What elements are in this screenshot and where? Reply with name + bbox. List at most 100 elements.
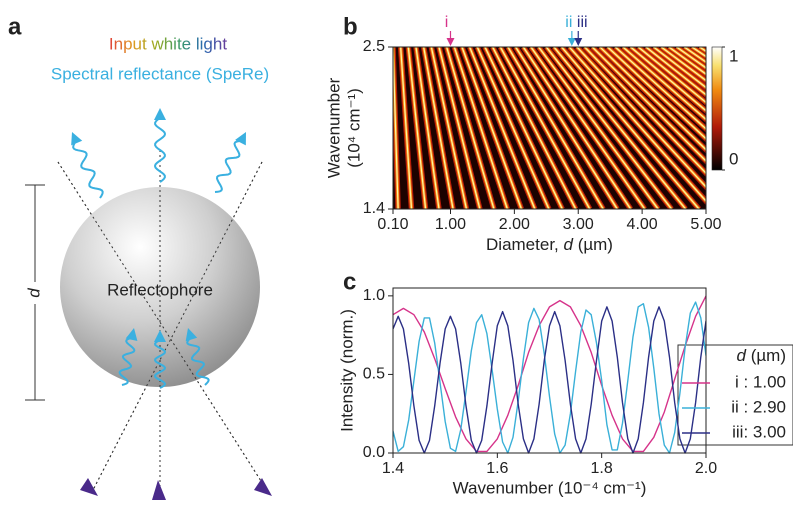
arrowhead: [125, 328, 138, 341]
ray-line: [57, 161, 269, 493]
y-tick-label: 0.0: [363, 444, 385, 461]
fringe-core: [507, 47, 604, 209]
fringe: [397, 47, 415, 209]
series-line: [393, 306, 706, 454]
y-tick-label: 2.5: [363, 38, 385, 55]
fringe: [405, 47, 429, 209]
marker-arrow: [574, 38, 583, 46]
fringe: [582, 47, 706, 178]
series-line: [393, 295, 706, 453]
fringe-core: [499, 47, 591, 209]
fringe-core: [645, 47, 706, 96]
fringe-core: [515, 47, 618, 209]
fringe-core: [484, 47, 563, 209]
fringe-core: [446, 47, 495, 209]
fringe-core: [614, 47, 706, 130]
fringe: [690, 47, 706, 60]
fringe-core: [415, 47, 440, 209]
y-tick-label: 0.5: [363, 366, 385, 383]
fringe: [420, 47, 456, 209]
fringe: [451, 47, 510, 209]
legend-label: iii: 3.00: [732, 422, 786, 441]
y-tick-label: 1.4: [363, 200, 385, 217]
fringe-core: [660, 47, 706, 82]
x-tick-label: 1.4: [382, 460, 404, 477]
marker-arrow: [446, 38, 455, 46]
fringe-core: [530, 47, 646, 209]
fringe: [644, 47, 706, 99]
x-axis-label: Diameter, d (µm): [486, 235, 613, 254]
fringe-mid: [691, 47, 706, 59]
fringe-core: [653, 47, 706, 89]
fringe-core: [637, 47, 706, 104]
light-wave: [214, 139, 242, 193]
light-wave: [72, 140, 104, 199]
y-tick-label: 1.0: [363, 287, 385, 304]
fringe-core: [630, 47, 706, 112]
fringe-core: [584, 47, 706, 175]
fringe: [528, 47, 647, 209]
x-tick-label: 1.00: [435, 216, 466, 233]
fringe-core: [561, 47, 700, 209]
colorbar: [711, 46, 723, 171]
fringe: [413, 47, 442, 209]
fringe: [444, 47, 497, 209]
fringe-core: [576, 47, 706, 188]
legend-label: i : 1.00: [735, 372, 786, 391]
legend-label: ii : 2.90: [731, 397, 786, 416]
x-axis-label-part: Diameter,: [486, 235, 563, 254]
marker-label: ii: [565, 14, 572, 31]
fringe-core: [538, 47, 659, 209]
dimension-gap: [27, 282, 43, 304]
light-wave: [186, 336, 210, 386]
fringe-core: [438, 47, 481, 209]
x-tick-label: 2.0: [695, 460, 717, 477]
fringe: [651, 47, 706, 91]
arrowhead: [185, 328, 198, 342]
fringe-core: [469, 47, 536, 209]
fringe: [393, 47, 401, 209]
fringe: [490, 47, 579, 209]
fringe-core: [691, 47, 706, 58]
fringe: [467, 47, 538, 209]
fringe-core: [430, 47, 468, 209]
marker-arrow: [567, 38, 576, 46]
y-axis-label: Wavenumber: [324, 77, 343, 178]
sphere-label: Reflectophore: [107, 280, 213, 299]
fringe-core: [568, 47, 706, 202]
arrowhead: [154, 108, 166, 120]
fringe: [428, 47, 470, 209]
fringe: [636, 47, 706, 106]
fringe-core: [423, 47, 454, 209]
y-axis-label: Intensity (norm.): [337, 309, 356, 432]
fringe-core: [476, 47, 550, 209]
panel-label: b: [343, 13, 358, 40]
arrowhead: [71, 132, 83, 146]
ray-line: [91, 161, 263, 493]
legend-title-var: d: [737, 346, 747, 365]
legend-title-unit: (µm): [746, 346, 786, 365]
x-axis-label-part: (µm): [573, 235, 613, 254]
fringe-core: [553, 47, 687, 209]
fringe-core: [453, 47, 508, 209]
legend-title: d (µm): [737, 346, 786, 365]
fringe: [436, 47, 483, 209]
fringe-core: [622, 47, 706, 121]
fringe: [513, 47, 620, 209]
fringe: [459, 47, 524, 209]
fringe: [505, 47, 606, 209]
x-tick-label: 1.8: [591, 460, 613, 477]
fringe-core: [461, 47, 522, 209]
fringe: [598, 47, 706, 154]
fringe: [590, 47, 706, 165]
x-tick-label: 5.00: [690, 216, 721, 233]
fringe-glow: [690, 47, 706, 60]
fringe: [474, 47, 552, 209]
marker-label: iii: [577, 14, 588, 31]
fringe: [621, 47, 706, 124]
fringe-core: [492, 47, 577, 209]
input-label: Input white light: [109, 34, 227, 53]
fringe-core: [407, 47, 427, 209]
arrowhead: [154, 330, 166, 342]
